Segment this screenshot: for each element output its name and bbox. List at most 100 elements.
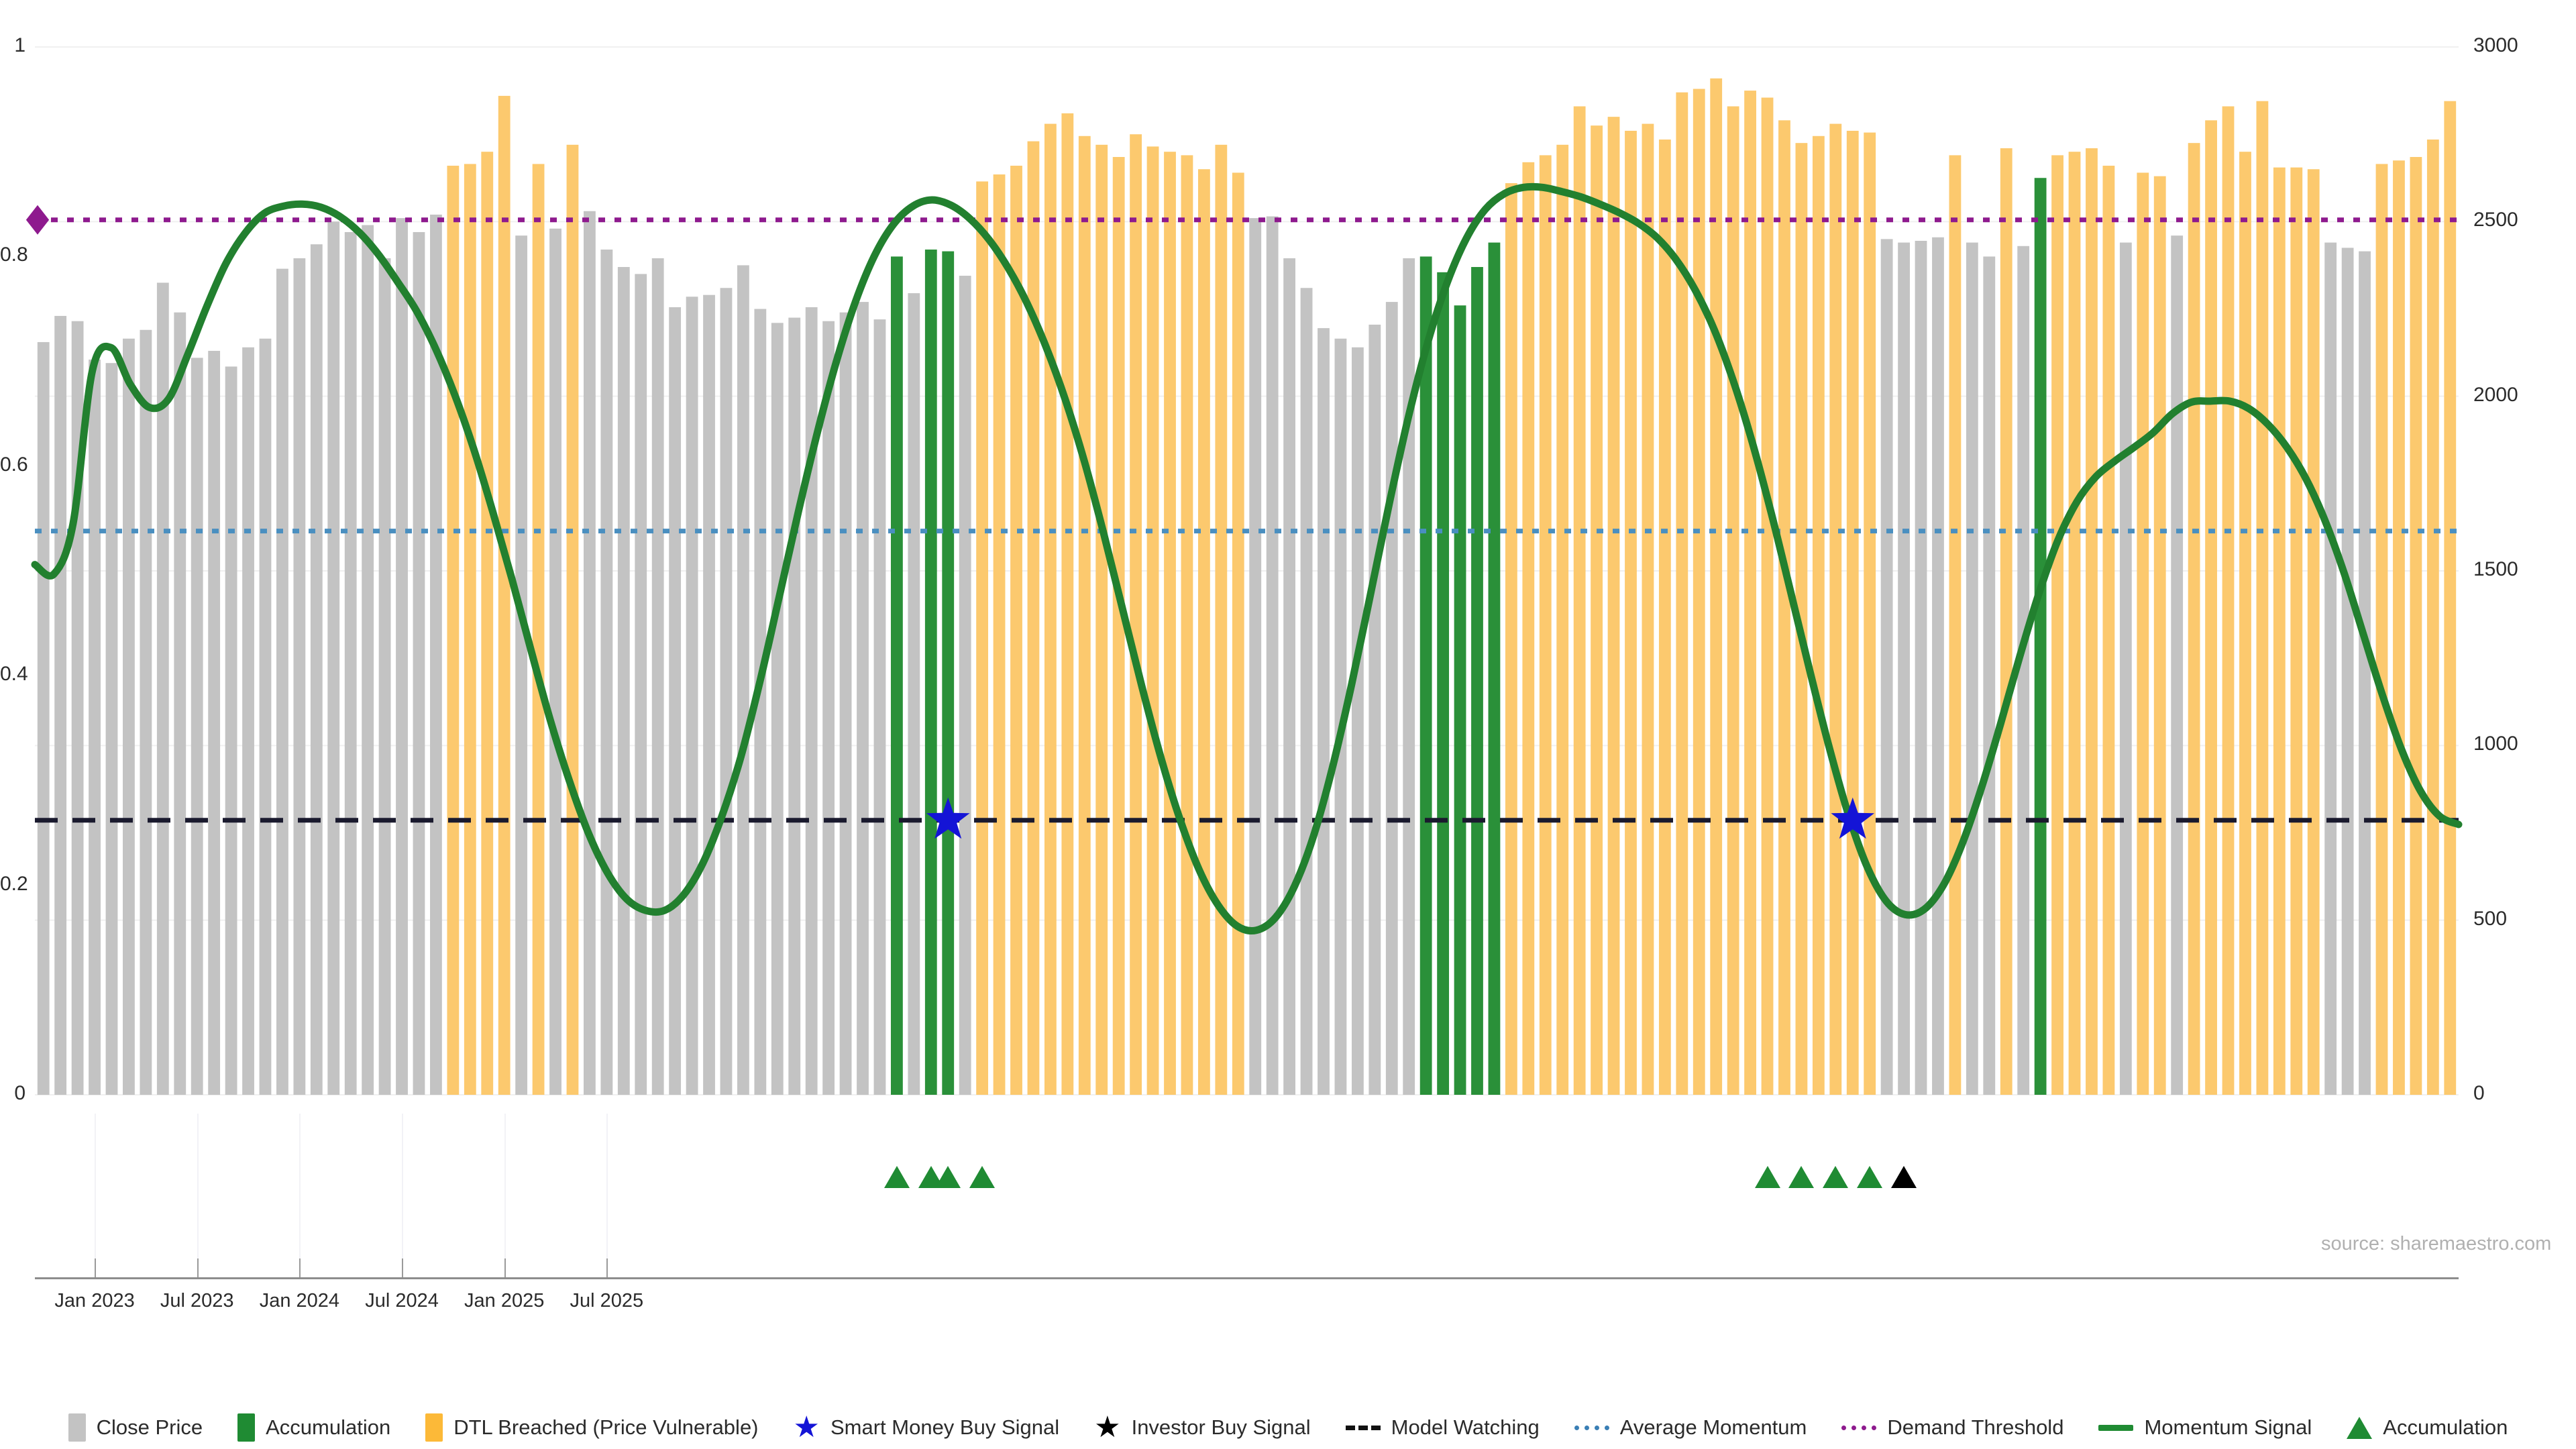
price-bar [2153,176,2166,1095]
price-bar [2137,172,2149,1095]
marker-band-separator [299,1114,301,1258]
price-bar [362,225,374,1095]
legend-item-accumulation[interactable]: Accumulation [2347,1415,2508,1440]
price-bar [2205,120,2217,1095]
momentum-signal-line [31,182,2463,935]
legend-label: Accumulation [2383,1415,2508,1439]
y-axis-right-tick: 2000 [2473,383,2518,406]
price-bar [1812,136,1825,1095]
x-axis-tick-mark [299,1258,301,1277]
price-bar [310,244,323,1095]
triangle-icon [2347,1416,2373,1439]
legend-label: DTL Breached (Price Vulnerable) [453,1415,759,1439]
legend-item-dtl-breached-price-vulnerable[interactable]: DTL Breached (Price Vulnerable) [425,1413,759,1442]
price-bar [1966,242,1978,1095]
price-bar [1095,144,1108,1095]
price-bar [1471,267,1483,1095]
price-bar [771,323,784,1095]
price-bar [942,251,955,1095]
price-bar [1403,258,1415,1095]
price-bar [1795,143,1808,1095]
price-bar [1778,120,1790,1095]
source-note: source: sharemaestro.com [2321,1233,2552,1254]
y-axis-left-tick: 0.2 [0,872,28,895]
price-bar [1351,347,1364,1095]
star-icon: ★ [1094,1411,1121,1444]
price-bar [1505,183,1517,1095]
price-bar [396,218,408,1095]
legend-swatch-box-icon [425,1413,443,1442]
price-bar [857,302,869,1095]
y-axis-right-tick: 1000 [2473,733,2518,755]
price-bar [1676,92,1688,1095]
price-bar [89,360,101,1095]
smart-money-buy-signal-marker [1831,797,1875,839]
legend-label: Average Momentum [1619,1415,1807,1439]
price-bar [2256,101,2269,1095]
legend-item-close-price[interactable]: Close Price [68,1413,203,1442]
price-bar [276,268,288,1095]
price-bar [1010,166,1022,1095]
price-bar [225,366,237,1095]
price-bar [566,144,579,1095]
price-bar [1112,157,1125,1095]
price-bar [532,164,545,1095]
accumulation-marker [883,1166,910,1188]
price-bar [123,338,135,1095]
accumulation-marker [1788,1166,1815,1188]
accumulation-marker [1823,1166,1849,1188]
price-bar [2410,157,2422,1095]
legend-item-average-momentum[interactable]: Average Momentum [1574,1415,1807,1440]
price-bar [174,312,186,1095]
legend-item-demand-threshold[interactable]: Demand Threshold [1841,1415,2063,1440]
price-bar [191,358,203,1095]
y-axis-left-tick: 0 [14,1082,25,1104]
x-axis-tick-label: Jan 2025 [464,1290,545,1311]
price-bar [1197,169,1210,1095]
legend-item-model-watching[interactable]: Model Watching [1345,1415,1540,1440]
price-bar [1898,242,1910,1095]
price-bar [1334,338,1347,1095]
legend-item-accumulation[interactable]: Accumulation [237,1413,390,1442]
y-axis-left-tick: 0.8 [0,244,28,266]
price-bar [1658,139,1671,1095]
price-bar [924,249,937,1095]
smart-money-buy-signal-marker [926,797,970,839]
x-axis-tick-label: Jul 2025 [570,1290,644,1311]
price-bar [2086,148,2098,1095]
y-axis-left-tick: 0.6 [0,453,28,476]
price-bar [2239,152,2251,1095]
price-bar [754,309,767,1095]
price-bar [908,293,920,1095]
price-bar [959,276,971,1095]
x-axis-tick-mark [402,1258,404,1277]
price-bar [447,166,460,1095]
price-bar [1385,302,1398,1095]
legend-item-momentum-signal[interactable]: Momentum Signal [2098,1415,2312,1440]
price-bar [2222,106,2235,1095]
accumulation-marker [1754,1166,1780,1188]
price-bar [584,211,596,1095]
price-bar [430,214,442,1095]
price-bar [822,321,835,1095]
investor-buy-signal-marker [1891,1166,1917,1188]
price-bar [2290,167,2303,1095]
price-bar [1744,91,1756,1095]
price-bar [1556,144,1569,1095]
price-bar [788,317,801,1095]
price-bar [1249,218,1262,1095]
legend-item-smart-money-buy-signal[interactable]: ★ Smart Money Buy Signal [794,1413,1060,1442]
price-bar [1266,216,1279,1095]
price-bar [2393,160,2405,1095]
price-bar [140,329,152,1095]
price-bar [344,231,357,1095]
price-bar [891,256,903,1095]
price-bar [600,249,613,1095]
price-bar [1591,125,1603,1095]
dotted-line-icon [1841,1425,1877,1430]
price-bar [686,297,698,1095]
price-bar [413,231,425,1095]
price-bar [1215,144,1228,1095]
price-bar [1761,97,1774,1095]
legend-item-investor-buy-signal[interactable]: ★ Investor Buy Signal [1094,1413,1311,1442]
